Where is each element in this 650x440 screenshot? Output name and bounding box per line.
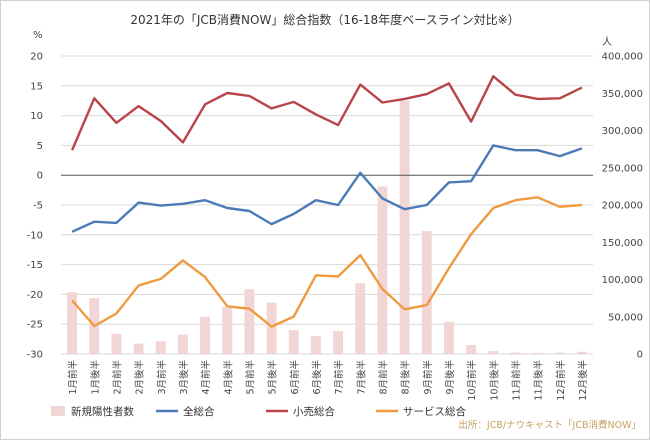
right-tick-label: 300,000 [602,126,643,137]
category-label: 2月前半 [111,360,123,395]
right-tick-label: 200,000 [602,201,643,212]
category-label: 12月前半 [555,360,567,401]
category-label: 11月後半 [533,360,545,401]
right-tick-label: 350,000 [602,89,643,100]
category-label: 10月前半 [466,360,478,401]
category-label: 2月後半 [134,360,146,395]
legend-label: サービス総合 [403,405,466,418]
series-line-3 [71,196,582,328]
category-label: 11月前半 [510,360,522,401]
right-tick-label: 0 [637,350,643,361]
left-tick-label: 5 [37,141,43,152]
bar-new-positive-cases [488,351,499,354]
category-label: 5月後半 [267,360,279,395]
bar-new-positive-cases [222,307,233,354]
category-label: 10月後半 [488,360,500,401]
left-tick-label: -20 [27,290,43,301]
category-label: 4月後半 [222,360,234,395]
left-tick-label: 0 [37,171,43,182]
bar-new-positive-cases [421,231,432,354]
source-note: 出所：JCB/ナウキャスト「JCB消費NOW」 [458,419,641,431]
category-label: 8月前半 [377,360,389,395]
legend-label: 小売総合 [293,405,335,418]
legend-label: 新規陽性者数 [71,405,134,418]
right-tick-label: 100,000 [602,275,643,286]
category-label: 5月前半 [244,360,256,395]
bar-new-positive-cases [399,100,410,354]
bar-new-positive-cases [443,321,454,354]
bar-new-positive-cases [266,302,277,354]
right-tick-label: 50,000 [608,312,643,323]
bar-new-positive-cases [510,352,521,354]
category-label: 9月後半 [444,360,456,395]
series-line-1 [71,144,583,233]
right-tick-label: 400,000 [602,52,643,63]
left-tick-label: -15 [27,260,43,271]
category-label: 7月前半 [333,360,345,395]
category-label: 1月後半 [89,360,101,395]
legend-swatch-bar [51,406,65,416]
left-tick-label: -25 [27,320,43,331]
chart-title: 2021年の「JCB消費NOW」総合指数（16-18年度ベースライン対比※） [130,12,519,27]
bar-new-positive-cases [554,352,565,354]
bar-new-positive-cases [310,336,321,354]
right-tick-label: 250,000 [602,163,643,174]
bar-new-positive-cases [333,330,344,354]
category-label: 9月前半 [422,360,434,395]
category-label: 1月前半 [67,360,79,395]
bar-new-positive-cases [288,330,299,354]
category-label: 12月後半 [577,360,589,401]
left-tick-label: -5 [33,201,43,212]
left-tick-label: -10 [27,230,43,241]
series-line-2 [70,75,583,151]
bar-new-positive-cases [133,343,144,354]
bar-new-positive-cases [576,351,587,354]
bar-new-positive-cases [377,186,388,354]
legend-label: 全総合 [183,405,215,418]
bar-new-positive-cases [466,345,477,354]
bar-new-positive-cases [67,292,78,354]
left-axis-unit: % [33,30,43,41]
bar-new-positive-cases [200,316,211,354]
category-label: 4月前半 [200,360,212,395]
category-label: 6月前半 [289,360,301,395]
left-tick-label: 10 [30,111,43,122]
left-tick-label: 20 [30,52,43,63]
category-label: 6月後半 [311,360,323,395]
category-label: 8月後半 [400,360,412,395]
left-tick-label: 15 [30,81,43,92]
right-tick-label: 150,000 [602,238,643,249]
category-label: 3月後半 [178,360,190,395]
bar-new-positive-cases [111,333,122,354]
bar-new-positive-cases [155,341,166,354]
bar-new-positive-cases [355,283,366,354]
bar-new-positive-cases [532,352,543,354]
category-label: 3月前半 [156,360,168,395]
right-axis-unit: 人 [602,36,612,48]
bar-new-positive-cases [177,334,188,354]
left-tick-label: -30 [27,350,43,361]
category-label: 7月後半 [355,360,367,395]
bar-new-positive-cases [244,289,255,354]
